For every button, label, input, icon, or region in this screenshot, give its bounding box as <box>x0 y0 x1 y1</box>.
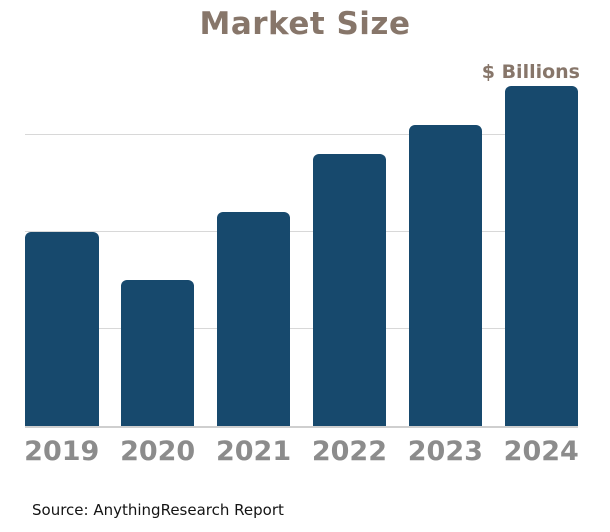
bar-2024 <box>504 86 578 426</box>
chart-title: Market Size <box>199 6 411 42</box>
source-note: Source: AnythingResearch Report <box>32 501 284 519</box>
x-label-2024: 2024 <box>503 436 579 467</box>
bar-2021 <box>216 212 291 426</box>
x-label-2019: 2019 <box>24 436 100 467</box>
x-label-2020: 2020 <box>120 436 196 467</box>
bar-2020 <box>120 280 195 426</box>
x-label-2022: 2022 <box>311 436 388 467</box>
gridline <box>25 328 578 330</box>
plot-area <box>25 60 578 428</box>
bar-2019 <box>25 231 99 426</box>
gridline <box>25 231 578 233</box>
x-axis-labels: 2019 2020 2021 2022 2023 2024 <box>24 436 579 468</box>
units-label: $ Billions <box>481 61 580 83</box>
x-label-2021: 2021 <box>215 436 292 467</box>
gridline <box>25 134 578 136</box>
bar-2022 <box>312 154 387 426</box>
bar-2023 <box>408 125 483 426</box>
x-label-2023: 2023 <box>407 436 483 467</box>
